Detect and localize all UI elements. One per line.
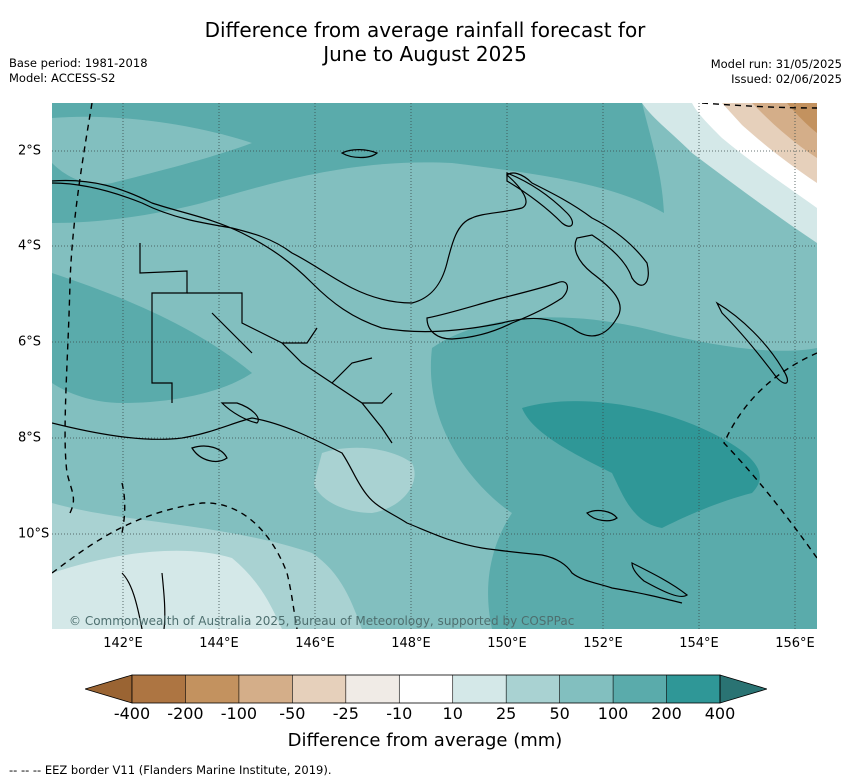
colorbar-segment [452, 675, 507, 703]
colorbar-tick-label: -200 [167, 704, 204, 723]
colorbar-tick-label: -100 [220, 704, 258, 723]
run-info: Model run: 31/05/2025 Issued: 02/06/2025 [711, 57, 842, 87]
field-50-100-north-patch [52, 116, 252, 184]
title-line-2: June to August 2025 [323, 42, 527, 66]
y-tick-label: 6°S [18, 334, 42, 350]
model-info: Base period: 1981-2018 Model: ACCESS-S2 [9, 56, 148, 86]
colorbar-tick-label: -10 [386, 704, 413, 723]
manus [340, 149, 379, 159]
cape-york [121, 572, 166, 629]
colorbar-extend-low [85, 674, 133, 704]
chart-title: Difference from average rainfall forecas… [0, 18, 850, 66]
x-tick-label: 156°E [775, 636, 815, 651]
colorbar-title: Difference from average (mm) [287, 730, 563, 751]
new-guinea-coast [52, 172, 649, 337]
x-tick-label: 154°E [679, 636, 719, 651]
rainfall-map [52, 103, 817, 629]
x-tick-label: 144°E [199, 636, 239, 651]
colorbar-tick-label: -25 [332, 704, 359, 723]
copyright-notice: © Commonwealth of Australia 2025, Bureau… [69, 614, 575, 628]
colorbar-segment [345, 675, 400, 703]
field-neg-100-ne [787, 103, 817, 133]
y-tick-label: 4°S [18, 238, 42, 254]
new-ireland [506, 172, 574, 227]
colorbar-segment [238, 675, 293, 703]
south-coast [52, 417, 683, 604]
field-200-400-core [522, 401, 760, 528]
colorbar-segment [132, 675, 186, 703]
colorbar-tick-label: 200 [651, 704, 682, 723]
coastlines [52, 149, 789, 629]
colorbar-tick-label: 400 [704, 704, 736, 723]
colorbar-segment [292, 675, 347, 703]
colorbar-segment [185, 675, 240, 703]
colorbar [85, 674, 767, 704]
colorbar-extend-high [719, 674, 767, 704]
issued-date: Issued: 02/06/2025 [731, 72, 842, 86]
colorbar-segment [613, 675, 668, 703]
bougainville [715, 301, 789, 384]
colorbar-tick-label: 25 [495, 704, 517, 723]
png-border [139, 243, 188, 403]
colorbar-frame [131, 674, 721, 704]
y-tick-label: 8°S [18, 430, 42, 446]
province-lines [187, 292, 393, 444]
colorbar-segment [506, 675, 561, 703]
title-line-1: Difference from average rainfall forecas… [204, 18, 646, 42]
torres-islands [191, 445, 228, 462]
base-period: Base period: 1981-2018 [9, 56, 148, 70]
field-25-50-patch [314, 447, 415, 513]
louisiade [631, 562, 688, 597]
colorbar-tick-label: 50 [549, 704, 570, 723]
field-10-25-south [52, 550, 282, 629]
colorbar-segment [666, 675, 721, 703]
y-tick-label: 10°S [18, 526, 50, 542]
eez-west [64, 103, 93, 514]
eez-ne [701, 103, 817, 109]
eez-inner [121, 482, 126, 534]
eez-south-east [723, 352, 817, 559]
x-tick-label: 142°E [103, 636, 143, 651]
colorbar-tick-label: -400 [113, 704, 151, 723]
colorbar-tick-label: 10 [442, 704, 463, 723]
fly-delta [220, 402, 259, 424]
colorbar-segment [399, 675, 454, 703]
x-tick-label: 146°E [295, 636, 335, 651]
x-tick-label: 152°E [583, 636, 623, 651]
new-britain [426, 281, 569, 340]
model-name: Model: ACCESS-S2 [9, 71, 116, 85]
island-d-entrecasteaux [586, 509, 618, 522]
colorbar-tick-label: -50 [279, 704, 306, 723]
eez-borders [52, 103, 817, 629]
colorbar-tick-label: 100 [597, 704, 629, 723]
x-tick-label: 150°E [487, 636, 527, 651]
colorbar-segment [559, 675, 614, 703]
eez-footnote: -- -- -- EEZ border V11 (Flanders Marine… [9, 763, 332, 777]
x-tick-label: 148°E [391, 636, 431, 651]
y-tick-label: 2°S [18, 143, 42, 159]
model-run: Model run: 31/05/2025 [710, 57, 842, 71]
